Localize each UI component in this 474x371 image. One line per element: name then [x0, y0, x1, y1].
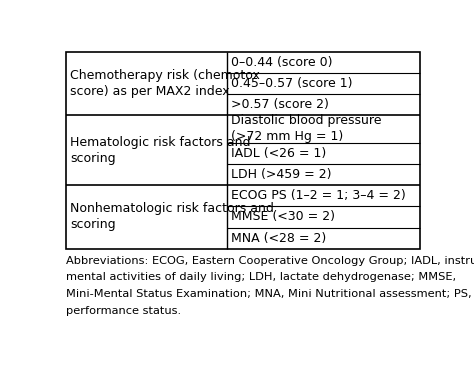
- Text: Diastolic blood pressure
(>72 mm Hg = 1): Diastolic blood pressure (>72 mm Hg = 1): [231, 115, 382, 144]
- Text: Mini-Mental Status Examination; MNA, Mini Nutritional assessment; PS,: Mini-Mental Status Examination; MNA, Min…: [66, 289, 472, 299]
- Text: Chemotherapy risk (chemotox
score) as per MAX2 index: Chemotherapy risk (chemotox score) as pe…: [70, 69, 260, 98]
- Text: Hematologic risk factors and
scoring: Hematologic risk factors and scoring: [70, 136, 251, 165]
- Text: LDH (>459 = 2): LDH (>459 = 2): [231, 168, 332, 181]
- Text: ECOG PS (1–2 = 1; 3–4 = 2): ECOG PS (1–2 = 1; 3–4 = 2): [231, 189, 406, 202]
- Text: >0.57 (score 2): >0.57 (score 2): [231, 98, 329, 111]
- Text: MMSE (<30 = 2): MMSE (<30 = 2): [231, 210, 336, 223]
- Text: 0–0.44 (score 0): 0–0.44 (score 0): [231, 56, 333, 69]
- Text: MNA (<28 = 2): MNA (<28 = 2): [231, 232, 327, 244]
- Text: Nonhematologic risk factors and
scoring: Nonhematologic risk factors and scoring: [70, 203, 274, 232]
- Text: IADL (<26 = 1): IADL (<26 = 1): [231, 147, 327, 160]
- Text: mental activities of daily living; LDH, lactate dehydrogenase; MMSE,: mental activities of daily living; LDH, …: [66, 272, 456, 282]
- Text: 0.45–0.57 (score 1): 0.45–0.57 (score 1): [231, 77, 353, 90]
- Text: Abbreviations: ECOG, Eastern Cooperative Oncology Group; IADL, instru-: Abbreviations: ECOG, Eastern Cooperative…: [66, 256, 474, 266]
- Bar: [66, 52, 420, 249]
- Text: performance status.: performance status.: [66, 306, 181, 316]
